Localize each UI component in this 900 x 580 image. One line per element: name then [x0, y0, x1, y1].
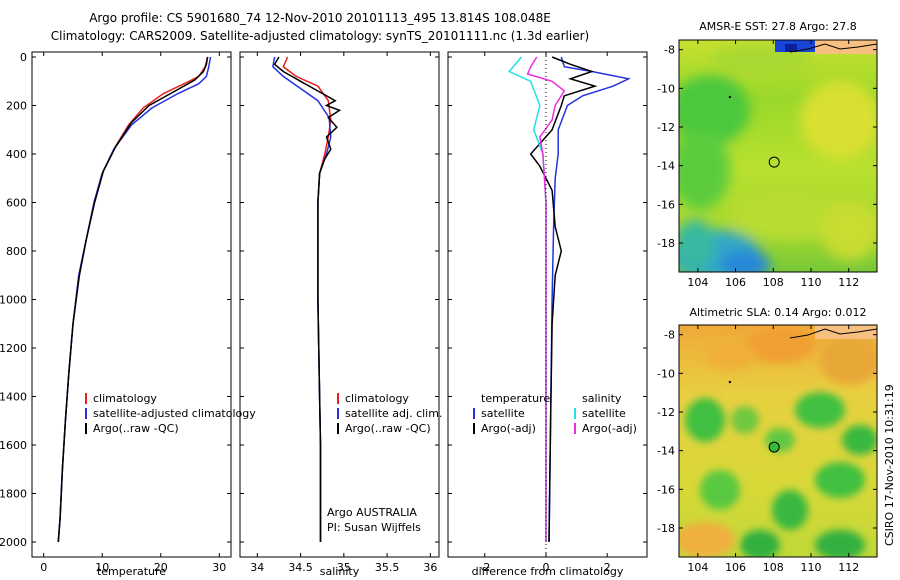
- legend-label: satellite: [481, 407, 525, 420]
- series-line-climatology: [57, 56, 209, 543]
- y-tick-label: 600: [6, 197, 27, 210]
- difference-salinity-legend: satellite Argo(-adj): [574, 407, 637, 435]
- legend-label: satellite: [582, 407, 626, 420]
- series-line-satellite-adj-clim-: [272, 56, 332, 542]
- y-tick-label: 1000: [0, 294, 27, 307]
- argo-program-label: Argo AUSTRALIA: [327, 506, 417, 519]
- series-line-argo-raw-qc-: [57, 56, 209, 543]
- y-tick-label: -10: [657, 367, 675, 380]
- x-tick-label: 36: [423, 561, 437, 574]
- series-line-temperature-satellite: [548, 56, 631, 543]
- x-tick-label: 104: [687, 276, 708, 289]
- amsre-sst-map-axes: AMSR-E SST: 27.8 Argo: 27.8 104 106 108 110 1…: [657, 20, 878, 289]
- y-tick-label: 0: [20, 51, 27, 64]
- x-tick-label: 112: [838, 276, 859, 289]
- y-tick-label: 2000: [0, 536, 27, 549]
- y-tick-label: -12: [657, 406, 675, 419]
- figure-title-line1: Argo profile: CS 5901680_74 12-Nov-2010 …: [89, 11, 551, 25]
- x-tick-label: 110: [801, 561, 822, 574]
- legend-label: climatology: [93, 392, 157, 405]
- x-axis-label: difference from climatology: [472, 565, 624, 578]
- y-tick-label: 1800: [0, 488, 27, 501]
- panel-frame: [447, 51, 648, 558]
- y-tick-label: -16: [657, 483, 675, 496]
- y-tick-label: 1400: [0, 391, 27, 404]
- x-tick-label: 108: [763, 561, 784, 574]
- argo-location-marker: [768, 441, 780, 453]
- legend-label: Argo(-adj): [582, 422, 637, 435]
- y-tick-label: 400: [6, 148, 27, 161]
- salinity-profile: 34 34.5 35 35.5 36 salinity: [239, 51, 440, 578]
- series-line-argo-raw-qc-: [273, 56, 342, 542]
- panel-frame: [31, 51, 232, 558]
- y-tick-label: -18: [657, 522, 675, 535]
- y-tick-label: -18: [657, 237, 675, 250]
- x-tick-label: 106: [725, 276, 746, 289]
- legend-label: Argo(-adj): [481, 422, 536, 435]
- salinity-legend: climatology satellite adj. clim. Argo(..ra…: [337, 392, 442, 435]
- series-line-climatology: [282, 56, 332, 542]
- legend-label: Argo(..raw -QC): [93, 422, 179, 435]
- x-tick-label: 0: [542, 561, 549, 574]
- x-tick-label: 110: [801, 276, 822, 289]
- x-axis-label: temperature: [97, 565, 166, 578]
- y-tick-label: -10: [657, 82, 675, 95]
- map-frame: [678, 324, 878, 558]
- x-tick-label: 34.5: [288, 561, 313, 574]
- x-tick-label: 34: [250, 561, 264, 574]
- map-title: Altimetric SLA: 0.14 Argo: 0.012: [689, 306, 866, 319]
- x-tick-label: -2: [479, 561, 490, 574]
- difference-temperature-legend: satellite Argo(-adj): [473, 407, 536, 435]
- legend-label: Argo(..raw -QC): [345, 422, 431, 435]
- y-tick-label: 1600: [0, 439, 27, 452]
- island-mark: [728, 95, 732, 99]
- legend-label: satellite-adjusted climatology: [93, 407, 256, 420]
- x-tick-label: 108: [763, 276, 784, 289]
- pi-name-label: PI: Susan Wijffels: [327, 521, 421, 534]
- y-tick-label: -8: [664, 329, 675, 342]
- x-tick-label: 106: [725, 561, 746, 574]
- x-tick-label: 20: [154, 561, 168, 574]
- legend-label: climatology: [345, 392, 409, 405]
- y-tick-label: 1200: [0, 342, 27, 355]
- x-tick-label: 2: [604, 561, 611, 574]
- y-tick-label: -14: [657, 160, 675, 173]
- temperature-profile: 0 10 20 30 temperature: [31, 51, 232, 578]
- y-tick-label: 800: [6, 245, 27, 258]
- y-tick-label: -16: [657, 198, 675, 211]
- map-frame: [678, 39, 878, 273]
- series-line-temperature-argo-adj-: [529, 56, 598, 543]
- sla-map-field: [679, 325, 877, 557]
- y-tick-label: -14: [657, 445, 675, 458]
- argo-location-marker: [768, 156, 780, 168]
- series-line-satellite-adjusted-climatology: [57, 56, 212, 543]
- legend-title-salinity: salinity: [582, 392, 622, 405]
- x-tick-label: 35.5: [375, 561, 400, 574]
- y-tick-label: -12: [657, 121, 675, 134]
- altimetric-sla-map-axes: Altimetric SLA: 0.14 Argo: 0.012 104 106 10…: [657, 306, 878, 574]
- x-tick-label: 30: [212, 561, 226, 574]
- y-tick-label: -8: [664, 44, 675, 57]
- x-tick-label: 0: [40, 561, 47, 574]
- y-tick-label: 200: [6, 100, 27, 113]
- map-title: AMSR-E SST: 27.8 Argo: 27.8: [699, 20, 857, 33]
- x-tick-label: 35: [337, 561, 351, 574]
- island-mark: [728, 380, 732, 384]
- x-tick-label: 10: [95, 561, 109, 574]
- legend-title-temperature: temperature: [481, 392, 550, 405]
- x-axis-label: salinity: [320, 565, 360, 578]
- temperature-legend: climatology satellite-adjusted climatolog…: [85, 392, 256, 435]
- legend-label: satellite adj. clim.: [345, 407, 442, 420]
- series-line-salinity-satellite: [507, 56, 547, 542]
- figure-title-line2: Climatology: CARS2009. Satellite-adjuste…: [50, 29, 590, 43]
- sst-map-field: [679, 40, 877, 272]
- x-tick-label: 104: [687, 561, 708, 574]
- x-tick-label: 112: [838, 561, 859, 574]
- panel-frame: [239, 51, 440, 558]
- series-line-salinity-argo-adj-: [526, 56, 566, 542]
